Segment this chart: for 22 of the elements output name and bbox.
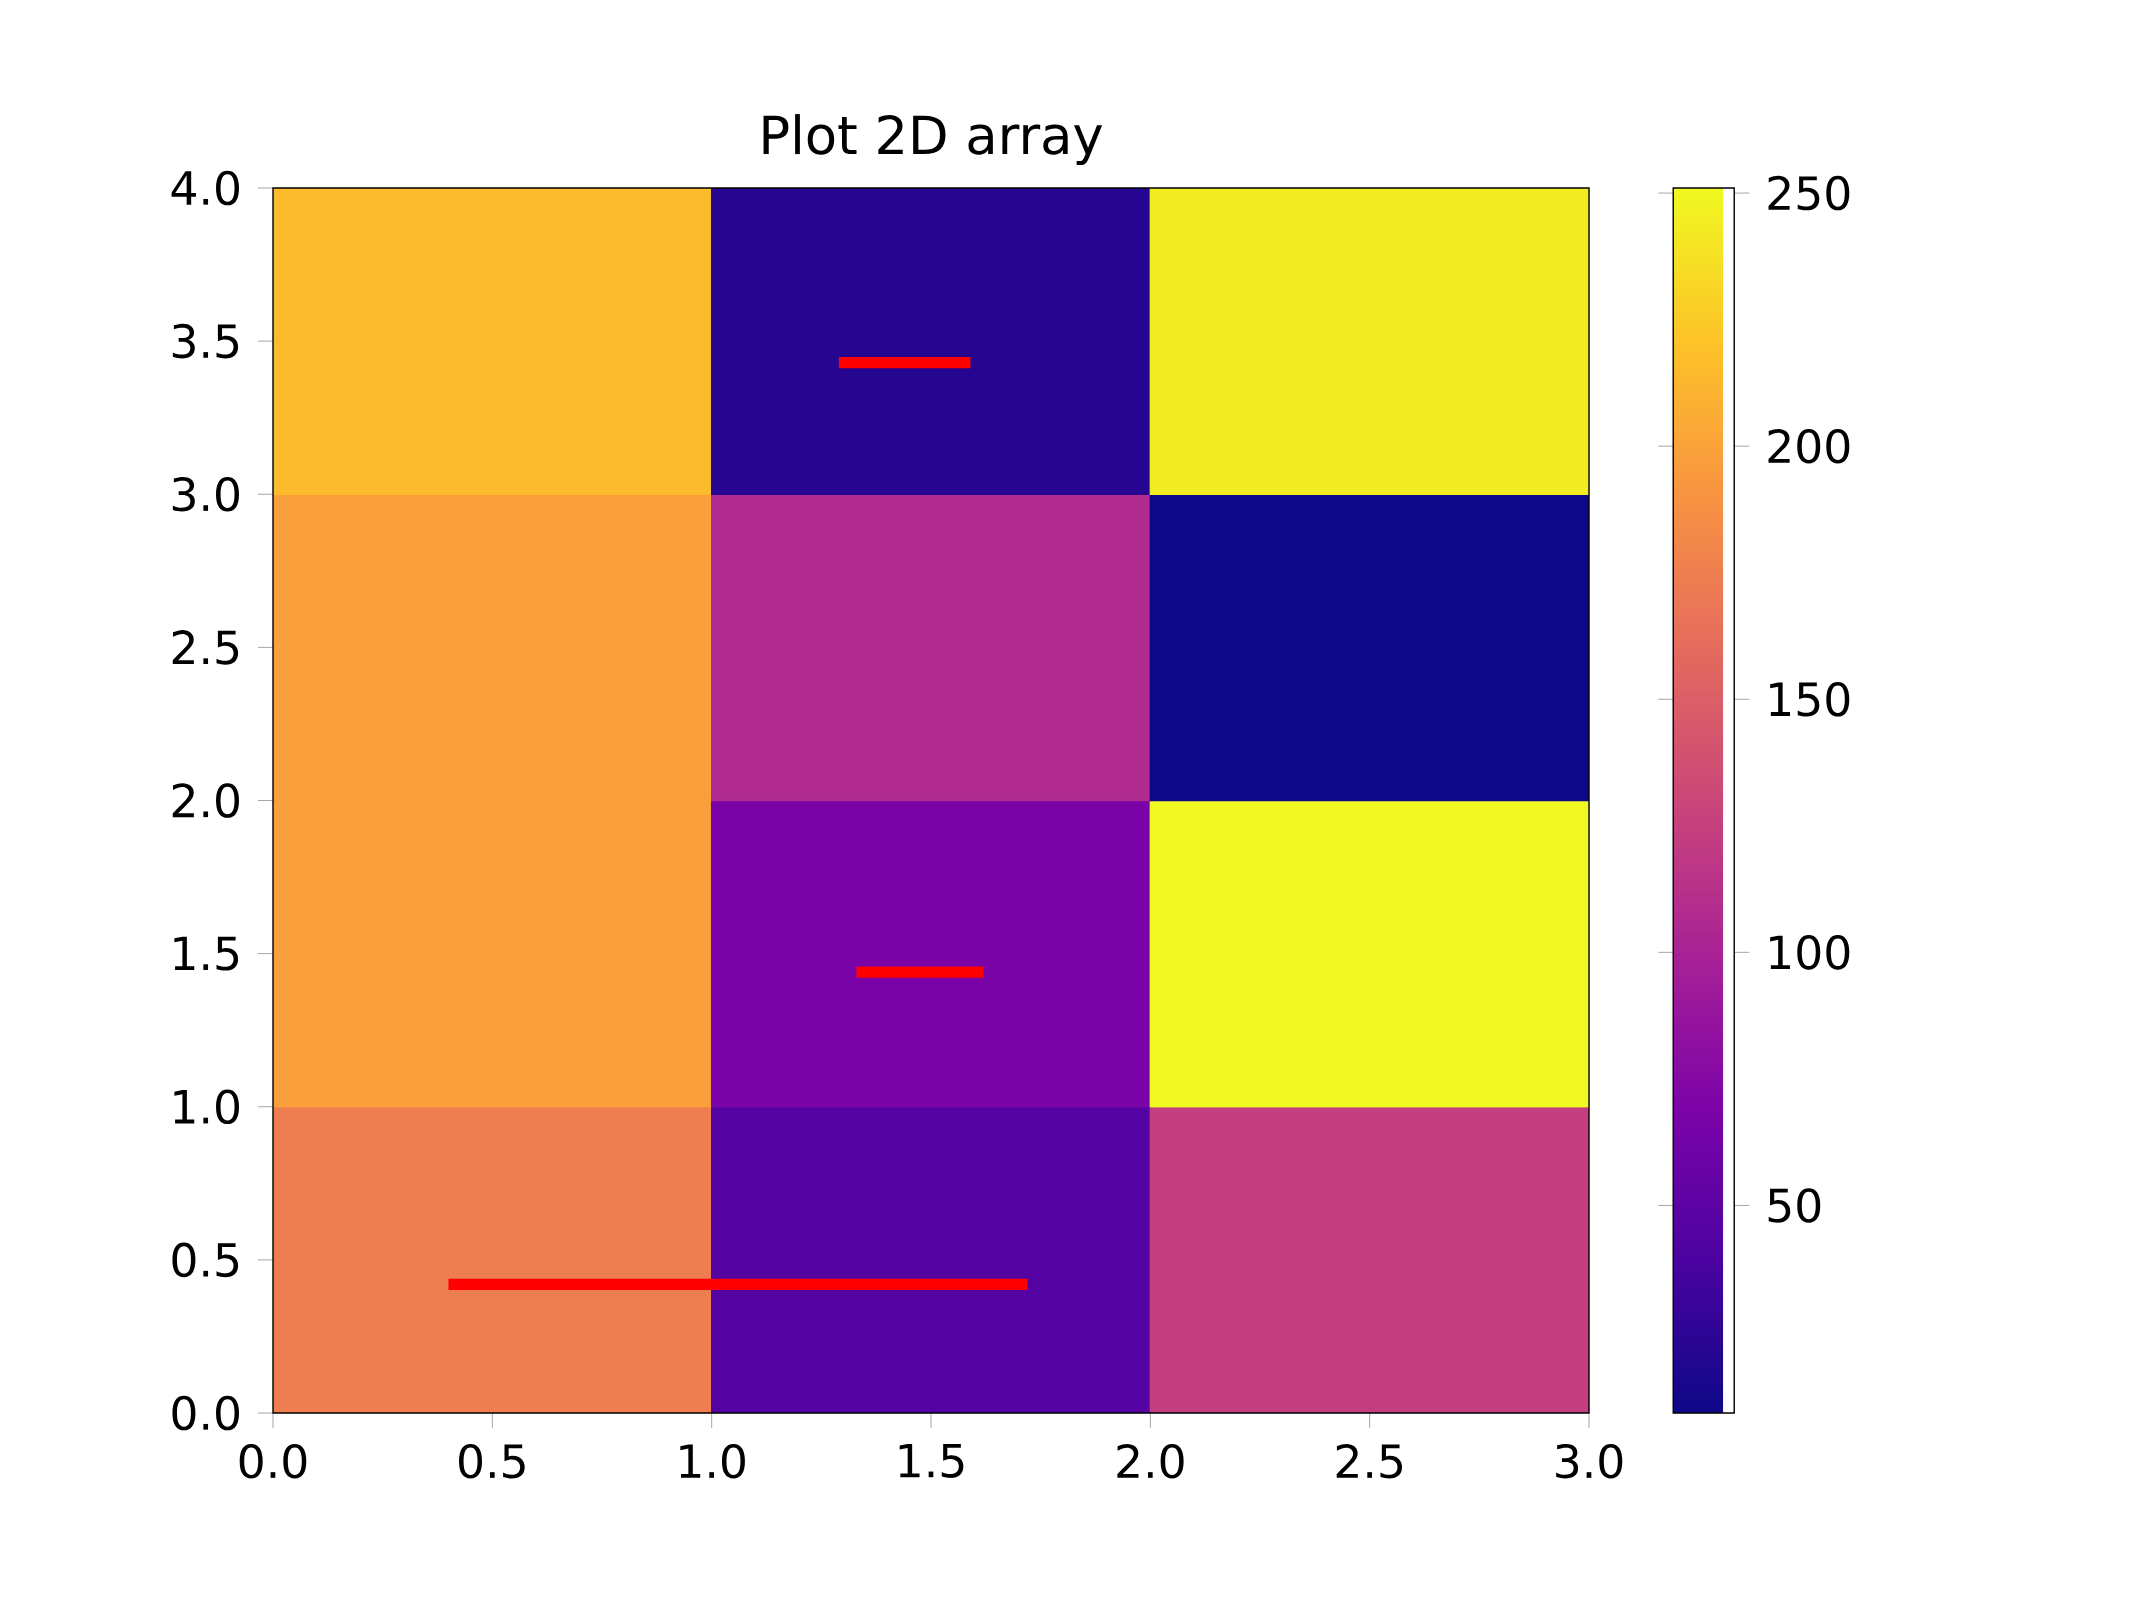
color-bar-label: 100 [1770,935,1850,970]
y-tick-label: 1.0 [174,1089,240,1125]
x-tick-label: 1.5 [899,1443,964,1478]
x-tick-label: 0.5 [459,1443,525,1479]
x-tick-label: 1.0 [680,1443,745,1479]
x-tick-label: 2.0 [1117,1443,1184,1479]
y-tick-label: 0.0 [172,1395,240,1431]
color-bar-label: 150 [1770,682,1850,717]
x-tick-label: 0.0 [239,1443,307,1479]
color-bar-label: 200 [1768,428,1850,464]
y-tick-label: 2.0 [172,783,240,818]
y-tick-label: 1.5 [174,936,239,971]
y-tick-label: 0.5 [172,1242,239,1278]
y-tick-label: 3.0 [172,476,240,512]
chart-title: Plot 2D array [763,114,1103,166]
x-tick-label: 3.0 [1556,1443,1623,1479]
color-bar-label: 50 [1768,1188,1821,1223]
x-tick-label: 2.5 [1336,1443,1403,1479]
y-tick-label: 2.5 [172,630,239,665]
y-tick-label: 4.0 [171,170,240,206]
y-tick-label: 3.5 [172,323,239,359]
color-bar-label: 250 [1768,175,1850,211]
